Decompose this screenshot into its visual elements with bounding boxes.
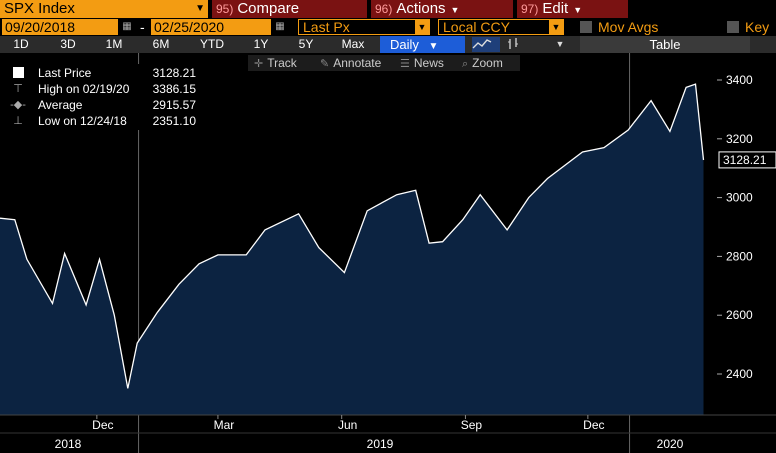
annotate-label: Annotate — [333, 56, 382, 70]
x-month-label: Mar — [214, 418, 235, 432]
zoom-tool[interactable]: ⌕ Zoom — [462, 55, 503, 72]
edit-num: 97) — [521, 2, 539, 16]
last-price-tag-box — [718, 151, 776, 169]
actions-label: Actions — [396, 0, 446, 17]
frequency-select[interactable]: Daily ▼ — [380, 36, 465, 53]
y-tick-label: 3200 — [726, 132, 753, 146]
end-date-input[interactable]: 02/25/2020 — [151, 19, 271, 35]
average-marker-icon: -◆- — [10, 99, 26, 111]
high-value: 3386.15 — [152, 82, 196, 96]
calendar-icon[interactable]: ▦ — [122, 21, 132, 32]
controls-bar: 09/20/2018 ▦ - 02/25/2020 ▦ Last Px ▼ Lo… — [0, 18, 776, 36]
legend-last-price: Last Price 3128.21 — [6, 65, 202, 81]
frequency-label: Daily — [390, 37, 419, 52]
legend-low: ⊥ Low on 12/24/18 2351.10 — [6, 113, 202, 129]
high-label: High on 02/19/20 — [38, 82, 130, 96]
table-button[interactable]: Table — [580, 36, 750, 53]
average-value: 2915.57 — [152, 98, 196, 112]
low-label: Low on 12/24/18 — [38, 114, 127, 128]
price-line — [0, 83, 705, 389]
chevron-down-icon[interactable]: ▼ — [195, 3, 205, 14]
chart-legend: Last Price 3128.21 ⊤ High on 02/19/20 33… — [6, 64, 202, 130]
compare-button[interactable]: 95) Compare — [212, 0, 367, 18]
x-year-label: 2018 — [55, 437, 82, 451]
price-chart[interactable]: 2400 2600 2800 3000 3200 3400 3128.21 Dec Mar Jun… — [0, 53, 776, 453]
price-area — [0, 84, 704, 415]
key-checkbox[interactable] — [727, 21, 739, 33]
chevron-down-icon[interactable]: ▼ — [555, 39, 565, 49]
timeframe-max[interactable]: Max — [341, 37, 365, 51]
actions-button[interactable]: 96) Actions ▼ — [371, 0, 513, 18]
timeframe-1d[interactable]: 1D — [13, 37, 29, 51]
y-tick-label: 2400 — [726, 367, 753, 381]
average-label: Average — [38, 98, 83, 112]
y-tick-label: 3400 — [726, 73, 753, 87]
edit-button[interactable]: 97) Edit ▼ — [517, 0, 628, 18]
news-label: News — [413, 56, 444, 70]
timeframe-3d[interactable]: 3D — [60, 37, 76, 51]
last-price-tag: 3128.21 — [723, 153, 767, 167]
x-year-label: 2020 — [657, 437, 684, 451]
chart-svg: 2400 2600 2800 3000 3200 3400 3128.21 Dec Mar Jun… — [0, 53, 776, 453]
chevron-down-icon: ▼ — [450, 5, 460, 15]
actions-num: 96) — [375, 2, 393, 16]
timeframe-1y[interactable]: 1Y — [253, 37, 269, 51]
low-marker-icon: ⊥ — [13, 115, 23, 127]
legend-high: ⊤ High on 02/19/20 3386.15 — [6, 81, 202, 97]
square-icon — [10, 65, 26, 83]
chevron-down-icon: ▼ — [428, 41, 439, 52]
line-chart-icon[interactable] — [472, 37, 500, 52]
x-month-label: Dec — [92, 418, 113, 432]
field-select[interactable]: Last Px ▼ — [298, 19, 430, 35]
chevron-down-icon: ▼ — [415, 19, 429, 35]
low-value: 2351.10 — [152, 114, 196, 128]
pencil-icon: ✎ — [320, 58, 330, 70]
x-year-label: 2019 — [367, 437, 394, 451]
zoom-label: Zoom — [472, 56, 503, 70]
timeframe-5y[interactable]: 5Y — [298, 37, 314, 51]
track-label: Track — [267, 56, 297, 70]
crosshair-icon: ✛ — [254, 58, 264, 70]
bar-chart-icon[interactable] — [505, 37, 529, 52]
start-date-input[interactable]: 09/20/2018 — [2, 19, 118, 35]
track-tool[interactable]: ✛ Track — [254, 55, 297, 72]
x-month-label: Jun — [338, 418, 357, 432]
compare-label: Compare — [237, 0, 300, 17]
timeframe-ytd[interactable]: YTD — [200, 37, 224, 51]
ticker-text: SPX Index — [4, 0, 75, 17]
mov-avgs-checkbox[interactable] — [580, 21, 592, 33]
chevron-down-icon: ▼ — [549, 19, 563, 35]
edit-label: Edit — [542, 0, 569, 17]
timeframe-1m[interactable]: 1M — [105, 37, 123, 51]
title-bar: SPX Index ▼ 95) Compare 96) Actions ▼ 97) Ed… — [0, 0, 776, 18]
annotate-tool[interactable]: ✎ Annotate — [320, 55, 381, 72]
calendar-icon[interactable]: ▦ — [275, 21, 285, 32]
mov-avgs-label: Mov Avgs — [598, 19, 659, 35]
key-label: Key — [745, 19, 770, 35]
currency-value: Local CCY — [443, 19, 510, 35]
y-tick-label: 2800 — [726, 249, 753, 263]
compare-num: 95) — [216, 2, 234, 16]
timeframe-toolbar: 1D 3D 1M 6M YTD 1Y 5Y Max Daily ▼ ▼ Tabl… — [0, 36, 776, 53]
high-marker-icon: ⊤ — [13, 83, 23, 95]
last-price-label: Last Price — [38, 66, 92, 80]
timeframe-6m[interactable]: 6M — [152, 37, 170, 51]
date-separator: - — [140, 19, 145, 35]
x-month-label: Dec — [583, 418, 604, 432]
currency-select[interactable]: Local CCY ▼ — [438, 19, 564, 35]
y-tick-label: 2600 — [726, 308, 753, 322]
field-value: Last Px — [303, 19, 350, 35]
magnifier-icon: ⌕ — [462, 58, 469, 70]
annotation-toolbar: ✛ Track ✎ Annotate ☰ News ⌕ Zoom — [248, 55, 520, 71]
y-tick-label: 3000 — [726, 191, 753, 205]
news-icon: ☰ — [400, 58, 410, 70]
x-month-label: Sep — [461, 418, 483, 432]
last-price-value: 3128.21 — [152, 66, 196, 80]
news-tool[interactable]: ☰ News — [400, 55, 444, 72]
legend-average: -◆- Average 2915.57 — [6, 97, 202, 113]
ticker-field[interactable]: SPX Index ▼ — [0, 0, 208, 18]
chevron-down-icon: ▼ — [573, 5, 583, 15]
